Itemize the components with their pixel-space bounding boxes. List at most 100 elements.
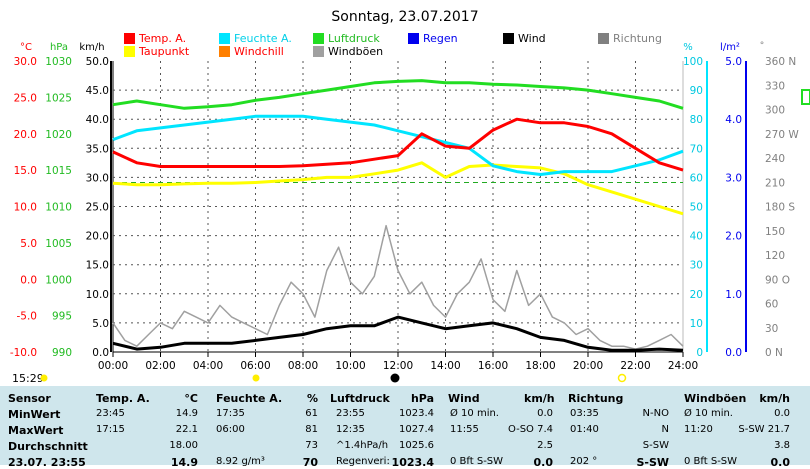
temp-tick-label: 25.0 bbox=[14, 92, 37, 104]
wind-tick-label: 30.0 bbox=[86, 172, 109, 184]
pressure-tick-label: 1025 bbox=[45, 92, 72, 104]
wind-axis-bar bbox=[110, 61, 112, 352]
stats-row-label: Durchschnitt bbox=[8, 440, 88, 453]
x-tick-label: 12:00 bbox=[383, 360, 413, 372]
chart-title: Sonntag, 23.07.2017 bbox=[331, 9, 478, 25]
stats-cell: Ø 10 min. bbox=[450, 408, 499, 419]
stats-cell: 1025.6 bbox=[399, 440, 434, 451]
direction-tick-label: 300 bbox=[765, 105, 785, 117]
humidity-tick-label: 30 bbox=[690, 260, 703, 272]
temp-tick-label: 5.0 bbox=[20, 238, 37, 250]
humidity-tick-label: 60 bbox=[690, 172, 703, 184]
wind-tick-label: 40.0 bbox=[86, 114, 109, 126]
sunset-marker bbox=[617, 373, 627, 383]
series bbox=[112, 79, 684, 352]
stats-cell: Ø 10 min. bbox=[684, 408, 733, 419]
stats-header: °C bbox=[184, 392, 198, 405]
humidity-tick-label: 0 bbox=[696, 347, 703, 359]
legend: Temp. A. Feuchte A. Luftdruck Regen Wind… bbox=[124, 32, 662, 58]
legend-label-direction: Richtung bbox=[613, 32, 662, 45]
legend-swatch-windchill bbox=[219, 46, 230, 57]
x-tick-label: 14:00 bbox=[430, 360, 460, 372]
x-tick-label: 22:00 bbox=[620, 360, 650, 372]
weather-chart: Sonntag, 23.07.2017 Temp. A. Feuchte A. … bbox=[10, 9, 810, 385]
series-wind bbox=[112, 315, 684, 352]
temp-tick-label: 20.0 bbox=[14, 129, 37, 141]
temp-tick-label: 0.0 bbox=[20, 274, 37, 286]
pressure-tick-label: 1010 bbox=[45, 202, 72, 214]
stats-cell: 81 bbox=[305, 424, 318, 435]
humidity-tick-label: 40 bbox=[690, 231, 703, 243]
pressure-tick-label: 1015 bbox=[45, 165, 72, 177]
legend-label-windchill: Windchill bbox=[234, 45, 284, 58]
temp-tick-label: 30.0 bbox=[14, 56, 37, 68]
x-tick-label: 24:00 bbox=[668, 360, 698, 372]
temp-unit-label: °C bbox=[20, 42, 32, 53]
x-tick-label: 06:00 bbox=[240, 360, 270, 372]
stats-cell: 22.1 bbox=[175, 424, 198, 435]
pressure-tick-label: 1020 bbox=[45, 129, 72, 141]
wind-tick-label: 20.0 bbox=[86, 231, 109, 243]
x-tick-label: 18:00 bbox=[525, 360, 555, 372]
legend-label-pressure: Luftdruck bbox=[328, 32, 380, 45]
stats-cell: 17:15 bbox=[96, 424, 125, 435]
direction-tick-label: 150 bbox=[765, 226, 785, 238]
pressure-unit-label: hPa bbox=[50, 42, 68, 53]
stats-cell: 01:40 bbox=[570, 424, 599, 435]
stats-header: km/h bbox=[759, 392, 790, 405]
series-temp-a- bbox=[112, 117, 684, 172]
moon-marker bbox=[390, 373, 400, 383]
stats-cell: N bbox=[661, 424, 669, 435]
rain-tick-label: 4.0 bbox=[725, 114, 742, 126]
series-luftdruck bbox=[112, 79, 684, 110]
wind-tick-label: 50.0 bbox=[86, 56, 109, 68]
humidity-tick-label: 100 bbox=[683, 56, 703, 68]
stats-cell: 11:55 bbox=[450, 424, 479, 435]
direction-tick-label: 60 bbox=[765, 299, 778, 311]
stats-header: hPa bbox=[410, 392, 434, 405]
sun-marker bbox=[252, 374, 260, 382]
legend-swatch-direction bbox=[598, 33, 609, 44]
stats-panel bbox=[0, 386, 810, 465]
stats-cell: N-NO bbox=[642, 408, 669, 419]
legend-label-temp: Temp. A. bbox=[138, 32, 186, 45]
wind-tick-label: 35.0 bbox=[86, 143, 109, 155]
wind-tick-label: 5.0 bbox=[92, 318, 109, 330]
series-feuchte-a- bbox=[112, 114, 684, 176]
humidity-tick-label: 50 bbox=[690, 202, 703, 214]
legend-swatch-temp bbox=[124, 33, 135, 44]
pressure-tick-label: 1005 bbox=[45, 238, 72, 250]
wind-tick-label: 15.0 bbox=[86, 260, 109, 272]
legend-swatch-gusts bbox=[313, 46, 324, 57]
stats-cell: 2.5 bbox=[537, 440, 553, 451]
legend-label-dewpoint: Taupunkt bbox=[138, 45, 190, 58]
direction-tick-label: 240 bbox=[765, 153, 785, 165]
stats-cell: 61 bbox=[305, 408, 318, 419]
stats-cell: 70 bbox=[302, 456, 318, 469]
stats-header: Luftdruck bbox=[330, 392, 390, 405]
stats-cell: 0.0 bbox=[537, 408, 553, 419]
x-tick-label: 10:00 bbox=[335, 360, 365, 372]
stats-header: Windböen bbox=[684, 392, 747, 405]
axes: 30.025.020.015.010.05.00.0-5.0-10.010301… bbox=[10, 56, 800, 359]
stats-cell: 3.8 bbox=[774, 440, 790, 451]
stats-cell: 14.9 bbox=[175, 408, 198, 419]
sunrise-marker bbox=[40, 374, 48, 382]
stats-row-label: MinWert bbox=[8, 408, 61, 421]
direction-tick-label: 30 bbox=[765, 323, 778, 335]
wind-tick-label: 10.0 bbox=[86, 289, 109, 301]
rain-tick-label: 2.0 bbox=[725, 231, 742, 243]
wind-tick-label: 25.0 bbox=[86, 202, 109, 214]
rain-tick-label: 0.0 bbox=[725, 347, 742, 359]
stats-cell: S-SW bbox=[636, 456, 669, 469]
stats-cell: 0.0 bbox=[774, 408, 790, 419]
direction-tick-label: 90 O bbox=[765, 274, 790, 286]
rain-axis-bar bbox=[745, 61, 747, 352]
grid: 00:00 02:00 04:00 06:00 08:00 10:00 12:00 14:00… bbox=[98, 61, 698, 372]
x-tick-label: 02:00 bbox=[145, 360, 175, 372]
legend-swatch-humidity bbox=[219, 33, 230, 44]
stats-cell: 0 Bft S-SW bbox=[450, 456, 504, 467]
stats-cell: 23:45 bbox=[96, 408, 125, 419]
right-panel-mark bbox=[801, 89, 810, 105]
stats-cell: 0.0 bbox=[533, 456, 554, 469]
